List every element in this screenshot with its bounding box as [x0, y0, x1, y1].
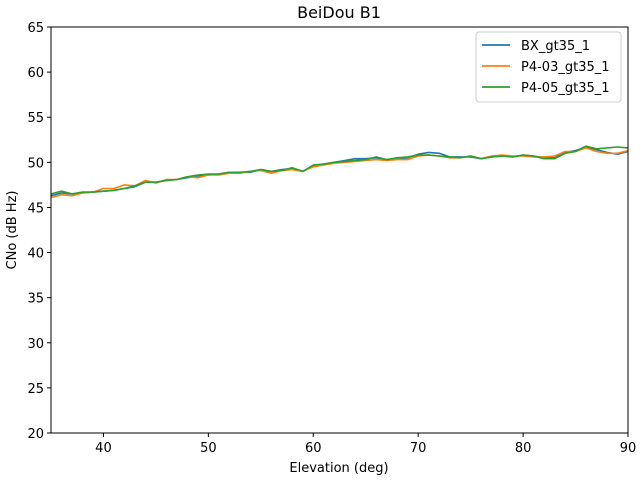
y-tick-label: 40 [27, 247, 44, 262]
series-lines [50, 145, 629, 199]
x-tick-label: 40 [95, 441, 112, 456]
x-tick-label: 80 [515, 441, 532, 456]
y-tick-label: 60 [27, 66, 44, 81]
series-line-P4-05_gt35_1 [50, 145, 629, 195]
legend-entry-label: P4-03_gt35_1 [521, 60, 610, 75]
legend: BX_gt35_1 P4-03_gt35_1 P4-05_gt35_1 [475, 31, 622, 103]
y-tick-label: 35 [27, 292, 44, 307]
y-tick-label: 65 [27, 21, 44, 36]
y-tick-label: 25 [27, 382, 44, 397]
x-tick-label: 60 [305, 441, 322, 456]
legend-box [475, 31, 622, 103]
legend-entry-label: BX_gt35_1 [521, 39, 590, 54]
y-tick-label: 30 [27, 337, 44, 352]
x-tick-label: 90 [620, 441, 637, 456]
x-tick-label: 70 [410, 441, 427, 456]
x-tick-label: 50 [200, 441, 217, 456]
y-tick-label: 55 [27, 111, 44, 126]
series-line-P4-03_gt35_1 [50, 147, 629, 199]
legend-entry-label: P4-05_gt35_1 [521, 81, 610, 96]
x-axis-ticks: 40 50 60 70 80 90 [95, 433, 636, 456]
y-tick-label: 45 [27, 201, 44, 216]
y-axis-label: CNo (dB Hz) [5, 191, 20, 270]
y-tick-label: 50 [27, 156, 44, 171]
y-axis-ticks: 20 25 30 35 40 45 50 55 60 65 [27, 21, 51, 442]
y-tick-label: 20 [27, 427, 44, 442]
x-axis-label: Elevation (deg) [289, 461, 388, 476]
plot-frame [50, 26, 629, 434]
chart-title: BeiDou B1 [297, 3, 381, 22]
